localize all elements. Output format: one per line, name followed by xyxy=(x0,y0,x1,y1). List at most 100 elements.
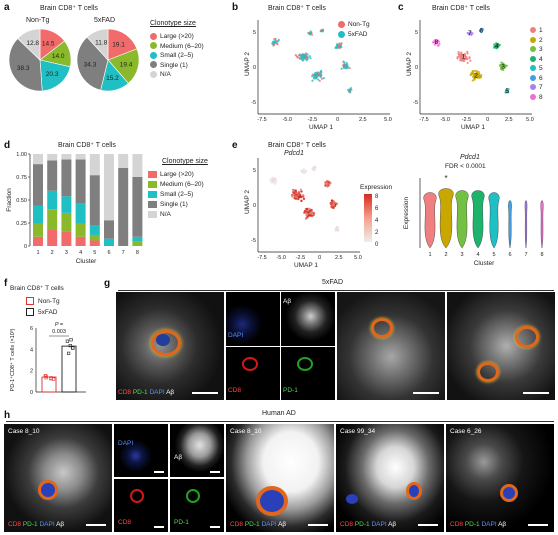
d-bar-segment xyxy=(33,164,43,206)
umap-b-point xyxy=(310,33,314,36)
umap-c-point xyxy=(434,41,438,44)
umap-x-tick: 2.5 xyxy=(359,117,367,123)
umap-x-tick: 0 xyxy=(336,117,339,123)
umap-y-label: UMAP 2 xyxy=(244,52,251,76)
umap-c-point xyxy=(477,74,480,77)
umap-x-tick: -5.0 xyxy=(440,117,449,123)
umap-e-point xyxy=(310,212,313,215)
h-pd1-image: PD-1 xyxy=(170,479,224,532)
legend-na: N/A xyxy=(150,70,204,80)
f-point xyxy=(71,346,75,350)
d-x-tick: 3 xyxy=(65,250,68,256)
umap-c-point xyxy=(467,32,470,35)
f-bar xyxy=(41,376,57,393)
umap-b-point xyxy=(342,66,346,69)
umap-e-point xyxy=(306,215,309,218)
umap-c-point xyxy=(475,71,478,74)
pie-value-label: 19.1 xyxy=(112,42,125,49)
umap-b-point xyxy=(308,55,311,58)
umap-b-point xyxy=(339,43,343,46)
umap-y-tick: 5 xyxy=(415,30,418,36)
umap-y-tick: 5 xyxy=(253,30,256,36)
umap-e-point xyxy=(324,184,327,187)
cluster-legend-item: 4 xyxy=(530,55,543,65)
umap-c-point xyxy=(464,56,468,59)
umap-e: -7.5 -5.0 -2.5 0 2.5 5.0 5 0 -5 UMAP 1 UMAP 2 xyxy=(244,158,362,269)
d-x-label: Cluster xyxy=(76,258,97,265)
umap-x-tick: -2.5 xyxy=(308,117,317,123)
d-legend-single: Single (1) xyxy=(148,200,204,210)
violin-shape xyxy=(540,200,544,249)
violin-x-tick: 1 xyxy=(428,252,431,258)
d-bar-segment xyxy=(47,190,58,210)
d-legend-large: Large (>20) xyxy=(148,170,204,180)
pie-value-label: 19.4 xyxy=(120,61,133,68)
h-cd8-image: CD8 xyxy=(114,479,168,532)
umap-c-point xyxy=(482,28,485,31)
d-x-tick: 6 xyxy=(107,250,110,256)
umap-x-tick: -7.5 xyxy=(419,117,428,123)
umap-e-point xyxy=(330,201,334,204)
f-bar-chart: 6 4 2 0 P =0.003 PD-1⁺CD8⁺ T cells (×10³) xyxy=(9,322,86,396)
violin-shape xyxy=(488,192,500,249)
umap-b-point xyxy=(309,57,312,60)
umap-b-point xyxy=(271,42,274,45)
pie-value-label: 12.8 xyxy=(26,40,39,47)
umap-c-point xyxy=(502,65,505,68)
d-bar-segment xyxy=(89,225,100,235)
umap-y-tick: 0 xyxy=(415,65,418,71)
cluster-legend-item: 5 xyxy=(530,64,543,74)
d-bar-segment xyxy=(75,236,86,246)
d-bar-segment xyxy=(89,154,100,176)
umap-e-point xyxy=(294,189,297,192)
d-x-tick: 1 xyxy=(36,250,39,256)
cluster-legend-item: 3 xyxy=(530,45,543,55)
umap-b-point xyxy=(314,74,317,77)
umap-b-point xyxy=(315,75,319,79)
d-bar-segment xyxy=(104,238,114,246)
umap-c-cluster-label: 1 xyxy=(462,53,466,60)
h-title-line xyxy=(6,421,554,422)
umap-e-point xyxy=(305,211,308,214)
legend-large: Large (>20) xyxy=(150,32,204,42)
umap-b-legend: Non-Tg 5xFAD xyxy=(338,20,370,40)
clonotype-legend-title: Clonotype size xyxy=(150,20,196,27)
umap-b-point xyxy=(311,79,314,82)
d-bar-segment xyxy=(47,229,58,246)
umap-b-point xyxy=(320,77,324,80)
umap-c-cluster-label: 2 xyxy=(474,72,478,79)
umap-c-point xyxy=(431,41,435,44)
d-legend: Large (>20) Medium (6–20) Small (2–5) Si… xyxy=(148,170,204,220)
d-bar-segment xyxy=(61,231,72,246)
h-merge-case-8-10: Case 8_10 CD8 PD-1 DAPI Aβ xyxy=(4,424,112,532)
h-dapi-image: DAPI xyxy=(114,424,168,477)
panel-letter-e: e xyxy=(232,140,238,151)
f-p-label: P = xyxy=(55,322,64,328)
f-y-label: PD-1⁺CD8⁺ T cells (×10³) xyxy=(9,328,16,391)
clonotype-legend: Large (>20) Medium (6–20) Small (2–5) Si… xyxy=(150,32,204,80)
umap-c-point xyxy=(469,59,472,62)
pie-slice xyxy=(86,28,109,61)
violin-x-tick: 7 xyxy=(524,252,527,258)
violin-shape xyxy=(471,190,485,249)
umap-e-point xyxy=(312,167,315,170)
cbar-title: Expression xyxy=(360,184,393,191)
umap-x-tick: 2.5 xyxy=(505,117,513,123)
violin-plot: 1 2 3 4 5 6 7 8 * Cluster Expression xyxy=(403,174,544,267)
umap-c-point xyxy=(471,79,474,82)
f-point xyxy=(49,377,53,381)
pie-5xfad: 19.1 19.415.2 34.3 11.8 xyxy=(76,28,140,92)
umap-e-point xyxy=(329,181,332,185)
f-y-tick: 6 xyxy=(30,326,33,332)
d-y-tick: 1.00 xyxy=(16,152,27,158)
d-bar-segment xyxy=(104,154,114,221)
umap-b-point xyxy=(298,53,301,56)
d-bar-segment xyxy=(132,241,143,246)
legend-5xfad: 5xFAD xyxy=(338,30,370,40)
d-bar-segment xyxy=(104,220,114,239)
umap-b-point xyxy=(343,61,346,64)
violin-x-tick: 5 xyxy=(492,252,495,258)
umap-e-gene: Pdcd1 xyxy=(284,150,304,157)
d-y-tick: 0.75 xyxy=(16,175,27,181)
